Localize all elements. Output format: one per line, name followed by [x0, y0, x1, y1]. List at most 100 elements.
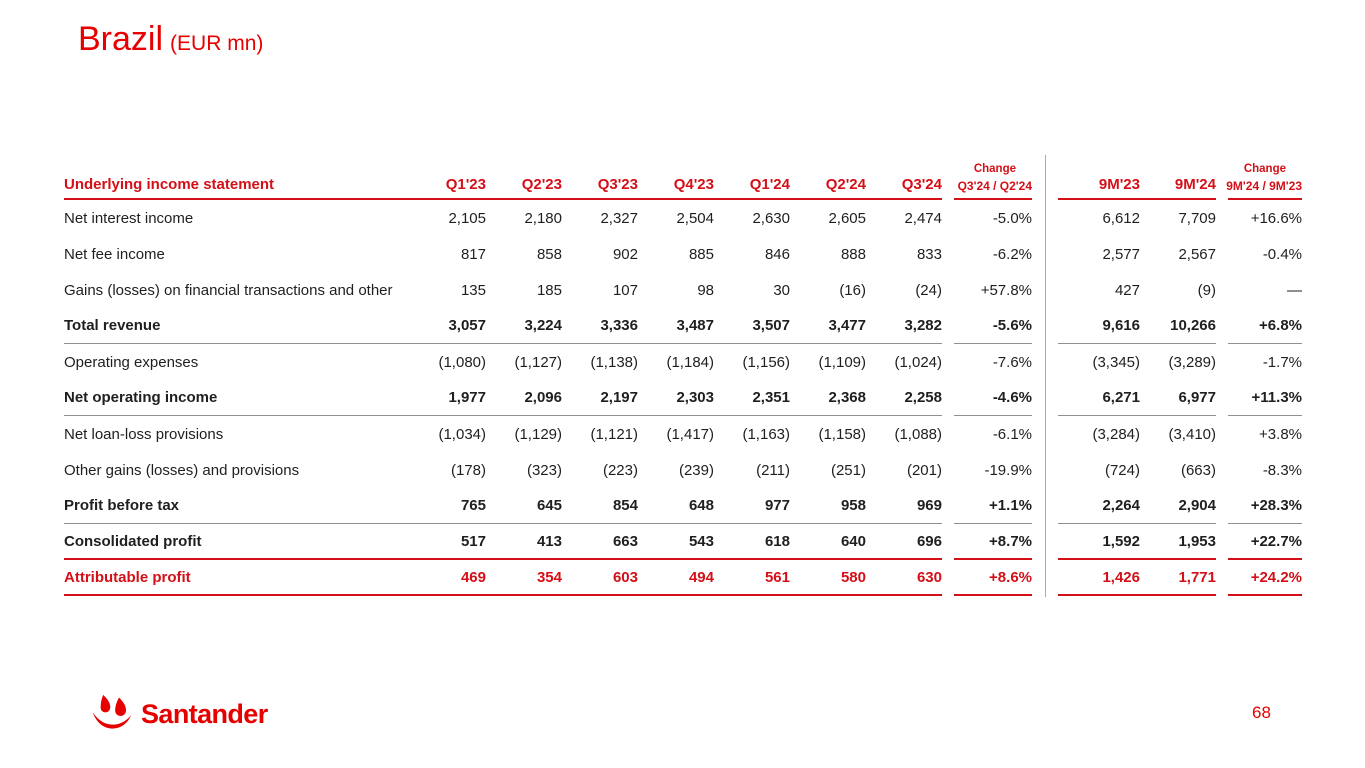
- header-group-change-yoy: Change 9M'24 / 9M'23: [1226, 152, 1302, 200]
- santander-logo: Santander: [90, 694, 268, 734]
- quarter-value: 2,630: [752, 209, 790, 227]
- quarter-value: (1,109): [818, 353, 866, 371]
- nine-month-value: 2,904: [1178, 497, 1216, 514]
- quarter-value: 2,504: [676, 209, 714, 227]
- quarter-value: 888: [840, 245, 866, 263]
- header-group-nine-months: 9M'23 9M'24: [1058, 152, 1216, 200]
- nine-month-value: 1,592: [1102, 532, 1140, 550]
- column-header-q2-24: Q2'24: [825, 176, 866, 193]
- change-yoy-value: +22.7%: [1250, 532, 1302, 550]
- row-group: -19.9%: [954, 452, 1032, 488]
- quarter-value: 2,105: [448, 209, 486, 227]
- row-label: Net operating income: [64, 389, 218, 406]
- quarter-value: 765: [460, 497, 486, 514]
- quarter-value: 2,197: [600, 389, 638, 406]
- header-group-quarters: Underlying income statement Q1'23 Q2'23 …: [64, 152, 942, 200]
- quarter-value: 663: [612, 532, 638, 550]
- row-group: 2,264 2,904: [1058, 488, 1216, 524]
- row-group: -5.0%: [954, 200, 1032, 236]
- quarter-value: 696: [916, 532, 942, 550]
- row-group: -6.2%: [954, 236, 1032, 272]
- quarter-value: 854: [612, 497, 638, 514]
- change-qoq-value: -5.0%: [992, 209, 1032, 227]
- table-body: Net interest income 2,105 2,180 2,327 2,504 2…: [64, 200, 1302, 596]
- quarter-value: (1,163): [742, 425, 790, 443]
- row-group: Attributable profit 469 354 603 494 561 580 630: [64, 560, 942, 596]
- row-group: +16.6%: [1228, 200, 1302, 236]
- quarter-value: (211): [756, 461, 790, 479]
- row-group: 9,616 10,266: [1058, 308, 1216, 344]
- change-qoq-value: +57.8%: [980, 281, 1032, 299]
- quarter-value: 3,477: [828, 317, 866, 334]
- table-row: Net operating income 1,977 2,096 2,197 2,303…: [64, 380, 1302, 416]
- change-qoq-value: +8.7%: [989, 532, 1032, 550]
- row-group: -8.3%: [1228, 452, 1302, 488]
- quarter-value: (1,138): [590, 353, 638, 371]
- table-row: Net loan-loss provisions (1,034) (1,129) (1…: [64, 416, 1302, 452]
- quarter-value: 107: [612, 281, 638, 299]
- quarter-value: 3,336: [600, 317, 638, 334]
- row-group: -0.4%: [1228, 236, 1302, 272]
- row-group: Net loan-loss provisions (1,034) (1,129) (1…: [64, 416, 942, 452]
- row-group: Total revenue 3,057 3,224 3,336 3,487 3,507 3,…: [64, 308, 942, 344]
- nine-month-value: 6,271: [1102, 389, 1140, 406]
- quarter-value: 858: [536, 245, 562, 263]
- nine-month-value: 2,567: [1178, 245, 1216, 263]
- quarter-value: 630: [916, 568, 942, 586]
- quarter-value: 969: [916, 497, 942, 514]
- quarter-value: 2,351: [752, 389, 790, 406]
- row-group: Net fee income 817 858 902 885 846 888 833: [64, 236, 942, 272]
- quarter-value: 2,258: [904, 389, 942, 406]
- column-header-q1-23: Q1'23: [445, 176, 486, 193]
- row-group: —: [1228, 272, 1302, 308]
- quarter-value: (201): [906, 461, 942, 479]
- nine-month-value: (9): [1197, 281, 1216, 299]
- change-yoy-value: +16.6%: [1250, 209, 1302, 227]
- quarter-value: 640: [840, 532, 866, 550]
- quarter-value: 2,605: [828, 209, 866, 227]
- nine-month-value: 2,577: [1102, 245, 1140, 263]
- change-qoq-value: -19.9%: [984, 461, 1032, 479]
- row-label: Attributable profit: [64, 568, 191, 586]
- quarter-value: 2,180: [524, 209, 562, 227]
- quarter-value: (1,034): [438, 425, 486, 443]
- quarter-value: 543: [688, 532, 714, 550]
- row-group: -5.6%: [954, 308, 1032, 344]
- quarter-value: 30: [773, 281, 790, 299]
- income-statement-table: Underlying income statement Q1'23 Q2'23 …: [64, 152, 1302, 597]
- column-header-q3-23: Q3'23: [597, 176, 638, 193]
- row-group: Other gains (losses) and provisions (178)…: [64, 452, 942, 488]
- nine-month-value: 6,977: [1178, 389, 1216, 406]
- row-group: -6.1%: [954, 416, 1032, 452]
- row-group: -1.7%: [1228, 344, 1302, 380]
- row-group: (724) (663): [1058, 452, 1216, 488]
- row-group: +1.1%: [954, 488, 1032, 524]
- nine-month-value: 6,612: [1102, 209, 1140, 227]
- row-group: -7.6%: [954, 344, 1032, 380]
- row-group: Net interest income 2,105 2,180 2,327 2,504 2…: [64, 200, 942, 236]
- quarter-value: 885: [688, 245, 714, 263]
- quarter-value: 2,368: [828, 389, 866, 406]
- change-yoy-value: —: [1287, 281, 1302, 299]
- santander-flame-icon: [90, 694, 134, 734]
- table-row: Total revenue 3,057 3,224 3,336 3,487 3,507 3,…: [64, 308, 1302, 344]
- nine-month-value: 10,266: [1170, 317, 1216, 334]
- row-group: +24.2%: [1228, 560, 1302, 596]
- quarter-value: 3,487: [676, 317, 714, 334]
- column-header-q3-24: Q3'24: [901, 176, 942, 193]
- row-group: +8.7%: [954, 524, 1032, 560]
- quarter-value: 3,224: [524, 317, 562, 334]
- nine-month-value: 427: [1114, 281, 1140, 299]
- row-label: Net interest income: [64, 209, 194, 227]
- change-qoq-value: -7.6%: [992, 353, 1032, 371]
- change-qoq-value: -6.1%: [992, 425, 1032, 443]
- change-qoq-value: -6.2%: [992, 245, 1032, 263]
- quarter-value: 833: [916, 245, 942, 263]
- header-group-change-qoq: Change Q3'24 / Q2'24: [954, 152, 1032, 200]
- quarter-value: 2,096: [524, 389, 562, 406]
- row-group: Net operating income 1,977 2,096 2,197 2,303…: [64, 380, 942, 416]
- column-header-9m-24: 9M'24: [1174, 176, 1216, 193]
- row-group: Operating expenses (1,080) (1,127) (1,138) (…: [64, 344, 942, 380]
- row-group: (3,284) (3,410): [1058, 416, 1216, 452]
- row-group: Profit before tax 765 645 854 648 977 958 969: [64, 488, 942, 524]
